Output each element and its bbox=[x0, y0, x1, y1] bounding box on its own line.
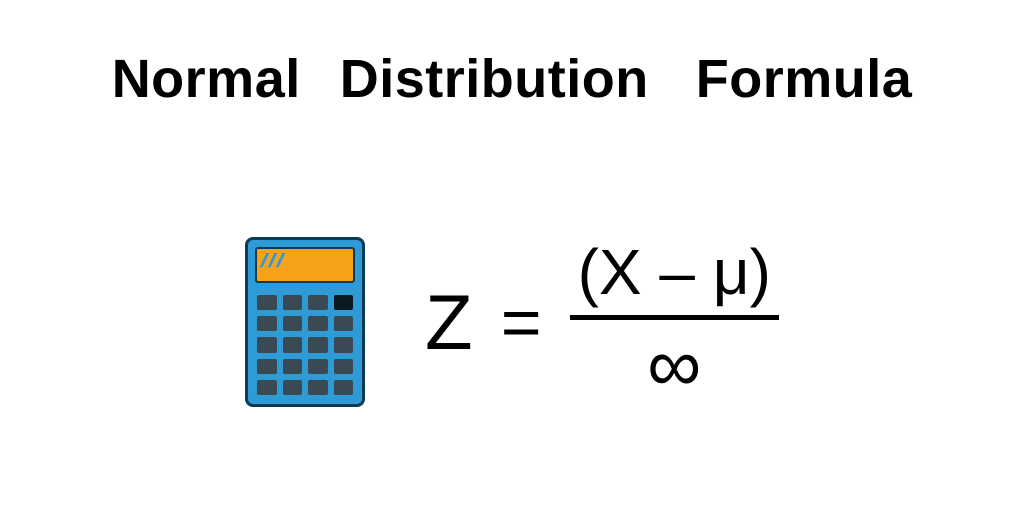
formula-fraction: (X – μ) ∞ bbox=[570, 235, 779, 409]
calculator-keys bbox=[257, 295, 353, 395]
calculator-icon bbox=[245, 237, 365, 407]
title-word-3: Formula bbox=[696, 48, 913, 110]
calculator-screen-stripes bbox=[263, 253, 303, 267]
formula-z: Z bbox=[425, 277, 473, 368]
formula-row: Z = (X – μ) ∞ bbox=[0, 235, 1024, 409]
calculator-screen bbox=[255, 247, 355, 283]
formula-numerator: (X – μ) bbox=[570, 235, 779, 315]
formula-equals: = bbox=[501, 282, 542, 362]
formula-denominator: ∞ bbox=[647, 320, 701, 409]
page-title: Normal Distribution Formula bbox=[0, 48, 1024, 110]
title-word-1: Normal bbox=[112, 48, 301, 110]
canvas: Normal Distribution Formula bbox=[0, 0, 1024, 526]
title-word-2: Distribution bbox=[340, 48, 649, 110]
formula: Z = (X – μ) ∞ bbox=[425, 235, 779, 409]
